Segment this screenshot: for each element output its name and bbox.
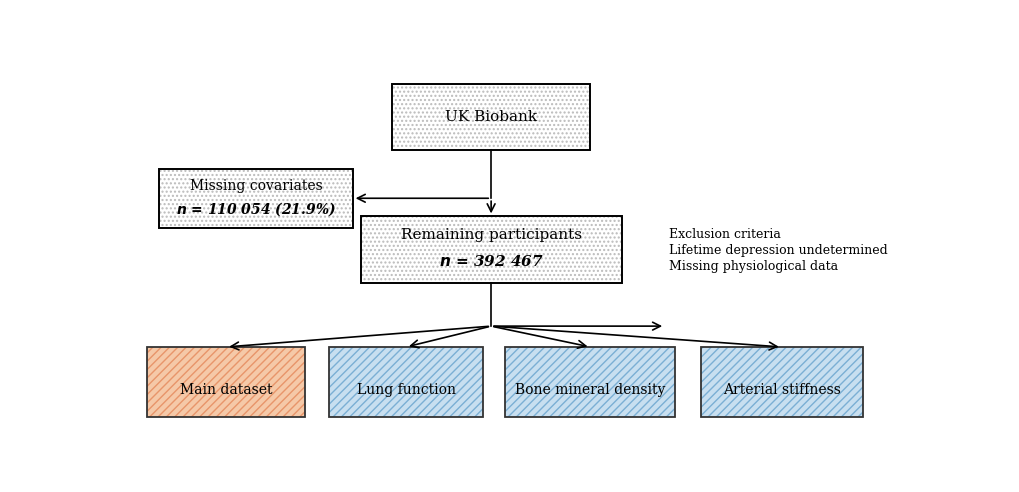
Bar: [159, 169, 353, 228]
Text: $\bfit{n}$ = 392 467: $\bfit{n}$ = 392 467: [438, 254, 543, 269]
Text: Remaining participants: Remaining participants: [400, 228, 581, 242]
Bar: [329, 347, 483, 417]
Text: UK Biobank: UK Biobank: [444, 110, 537, 124]
Bar: [329, 347, 483, 417]
Bar: [147, 347, 305, 417]
Bar: [392, 84, 589, 150]
Text: Missing physiological data: Missing physiological data: [668, 260, 838, 273]
Text: Exclusion criteria: Exclusion criteria: [668, 228, 781, 241]
Text: Lung function: Lung function: [357, 383, 455, 397]
Text: Bone mineral density: Bone mineral density: [515, 383, 664, 397]
Bar: [700, 347, 862, 417]
Bar: [147, 347, 305, 417]
Bar: [361, 216, 621, 282]
Bar: [147, 347, 305, 417]
Text: $\bfit{n}$ = 110 054 (21.9%): $\bfit{n}$ = 110 054 (21.9%): [176, 200, 335, 217]
Bar: [504, 347, 675, 417]
Text: Main dataset: Main dataset: [180, 383, 272, 397]
Text: Missing covariates: Missing covariates: [190, 179, 322, 193]
Bar: [392, 84, 589, 150]
Text: Lifetime depression undetermined: Lifetime depression undetermined: [668, 244, 887, 257]
Bar: [504, 347, 675, 417]
Bar: [700, 347, 862, 417]
Bar: [329, 347, 483, 417]
Bar: [392, 84, 589, 150]
Text: Arterial stiffness: Arterial stiffness: [722, 383, 840, 397]
Bar: [159, 169, 353, 228]
Bar: [700, 347, 862, 417]
Bar: [361, 216, 621, 282]
Bar: [361, 216, 621, 282]
Bar: [159, 169, 353, 228]
Bar: [504, 347, 675, 417]
